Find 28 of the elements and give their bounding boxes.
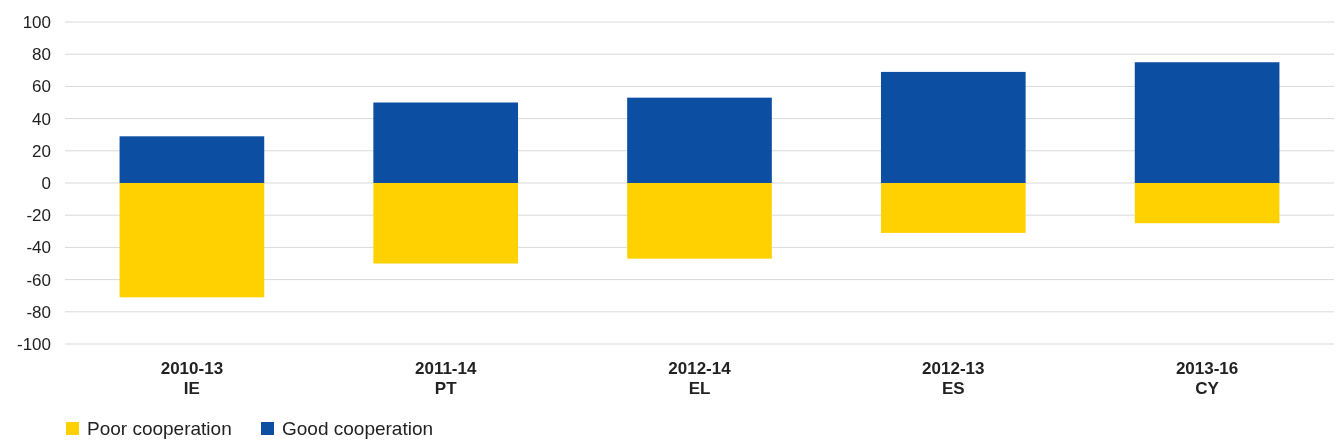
- y-tick-label: 60: [32, 77, 51, 97]
- x-tick-label: 2011-14 PT: [414, 359, 477, 399]
- y-tick-label: -40: [26, 238, 51, 258]
- x-tick-label: 2013-16 CY: [1175, 359, 1239, 399]
- y-tick-label: -80: [26, 302, 51, 322]
- bar: [1134, 183, 1280, 224]
- y-tick-label: 20: [32, 141, 51, 161]
- y-tick-label: -100: [16, 334, 51, 354]
- bar: [373, 183, 519, 264]
- y-tick-label: -60: [26, 270, 51, 290]
- y-tick-label: 80: [32, 45, 51, 65]
- bar: [119, 183, 265, 298]
- y-tick-label: 100: [22, 12, 51, 32]
- legend-label: Poor cooperation: [87, 418, 232, 439]
- bar: [119, 136, 265, 183]
- bar: [627, 183, 772, 259]
- x-tick-label: 2012-13 ES: [922, 359, 985, 399]
- bar: [880, 183, 1026, 233]
- bar: [627, 97, 772, 183]
- bar: [373, 102, 519, 183]
- x-tick-label: 2010-13 IE: [160, 359, 224, 399]
- bar: [880, 71, 1026, 183]
- legend-label: Good cooperation: [282, 418, 434, 439]
- x-tick-label: 2012-14 EL: [668, 359, 732, 399]
- y-tick-label: -20: [26, 206, 51, 226]
- y-tick-label: 40: [32, 109, 51, 129]
- bar: [1134, 62, 1280, 183]
- y-tick-label: 0: [41, 173, 51, 193]
